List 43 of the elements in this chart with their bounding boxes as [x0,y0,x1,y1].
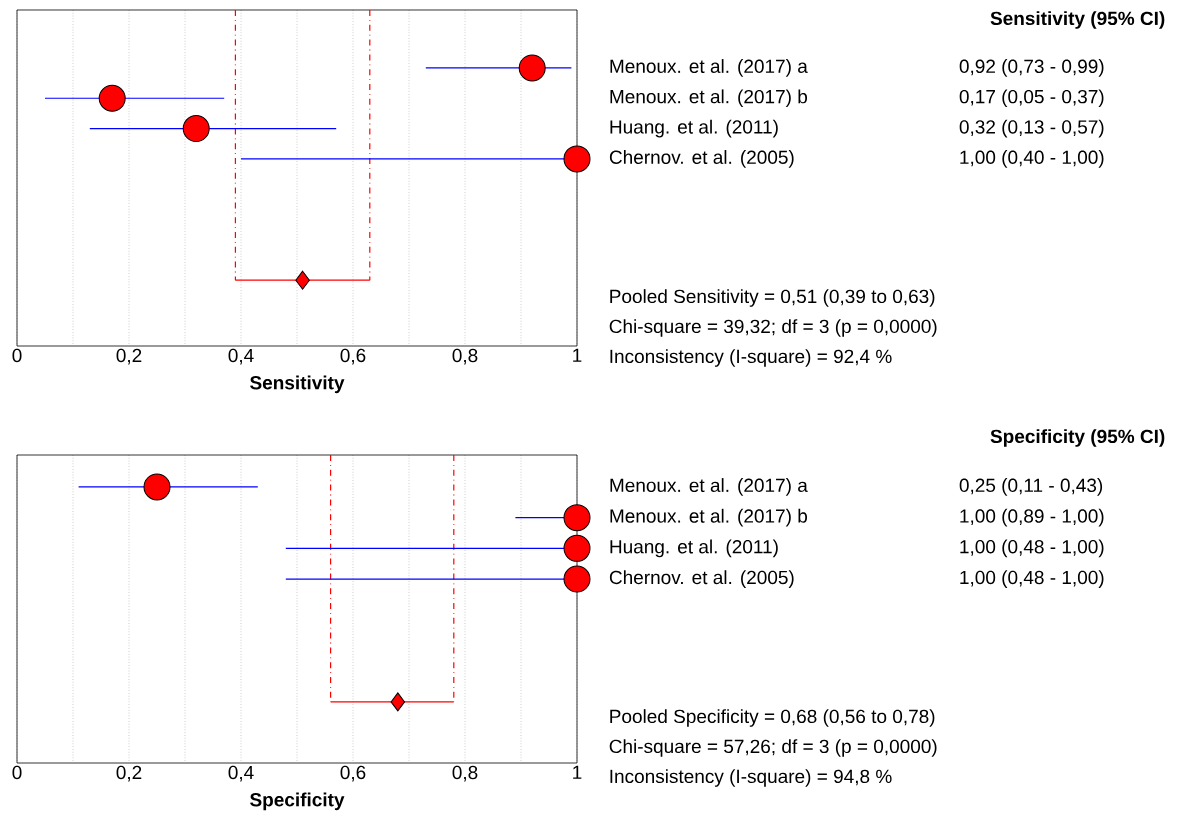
x-tick-label: 0,4 [228,765,254,782]
y-tick-label: Chernov. et al. (2005) [609,570,794,588]
x-tick-label: 1 [573,765,582,779]
data-label: 1,00 (0,48 - 1,00) [960,570,1104,588]
text: Sensitivity (95% CI) [990,11,1165,29]
data-label: 0,32 (0,13 - 0,57) [959,119,1104,138]
data-label: 0,25 (0,11 - 0,43) [959,478,1103,496]
data-label: 1,00 (0,89 - 1,00) [960,508,1104,527]
x-axis-title: Specificity [250,792,345,811]
x-tick-label: 0 [12,765,22,780]
text: Specificity (95% CI) [990,429,1165,447]
y-tick-label: Menoux. et al. (2017) b [610,89,808,108]
data-label: 0,92 (0,73 - 0,99) [959,59,1104,77]
data-label: 1,00 (0,40 - 1,00) [960,150,1104,168]
point [518,54,546,82]
x-tick-label: 0 [12,348,22,363]
x-tick-label: 0,6 [340,765,366,782]
y-tick-label: Menoux. et al. (2017) a [610,59,808,77]
y-tick-label: Menoux. et al. (2017) a [610,478,808,496]
point [563,145,591,173]
x-tick-label: 1 [573,348,582,362]
text: Chi-square = 39,32; df = 3 (p = 0,0000) [609,319,937,337]
text: Chi-square = 57,26; df = 3 (p = 0,0000) [609,739,937,757]
y-tick-label: Menoux. et al. (2017) b [610,508,808,527]
x-tick-label: 0,2 [116,348,142,365]
text: Pooled Sensitivity = 0,51 (0,39 to 0,63) [610,289,935,307]
x-tick-label: 0,4 [228,348,254,365]
text: Pooled Specificity = 0,68 (0,56 to 0,78) [610,709,935,727]
y-tick-label: Huang. et al. (2011) [610,119,778,138]
x-tick-label: 0,2 [116,765,142,782]
x-tick-label: 0,8 [452,765,478,782]
x-axis-title: Sensitivity [250,375,345,394]
y-tick-label: Chernov. et al. (2005) [609,150,794,168]
y-tick-label: Huang. et al. (2011) [610,539,778,558]
x-tick-label: 0,8 [452,348,478,365]
x-tick-label: 0,6 [340,348,366,365]
text: Inconsistency (I-square) = 92,4 % [610,349,892,367]
text: Inconsistency (I-square) = 94,8 % [610,769,892,787]
point [98,84,126,112]
point [295,270,310,290]
data-label: 0,17 (0,05 - 0,37) [959,89,1104,108]
point [182,115,210,143]
data-label: 1,00 (0,48 - 1,00) [960,539,1104,558]
